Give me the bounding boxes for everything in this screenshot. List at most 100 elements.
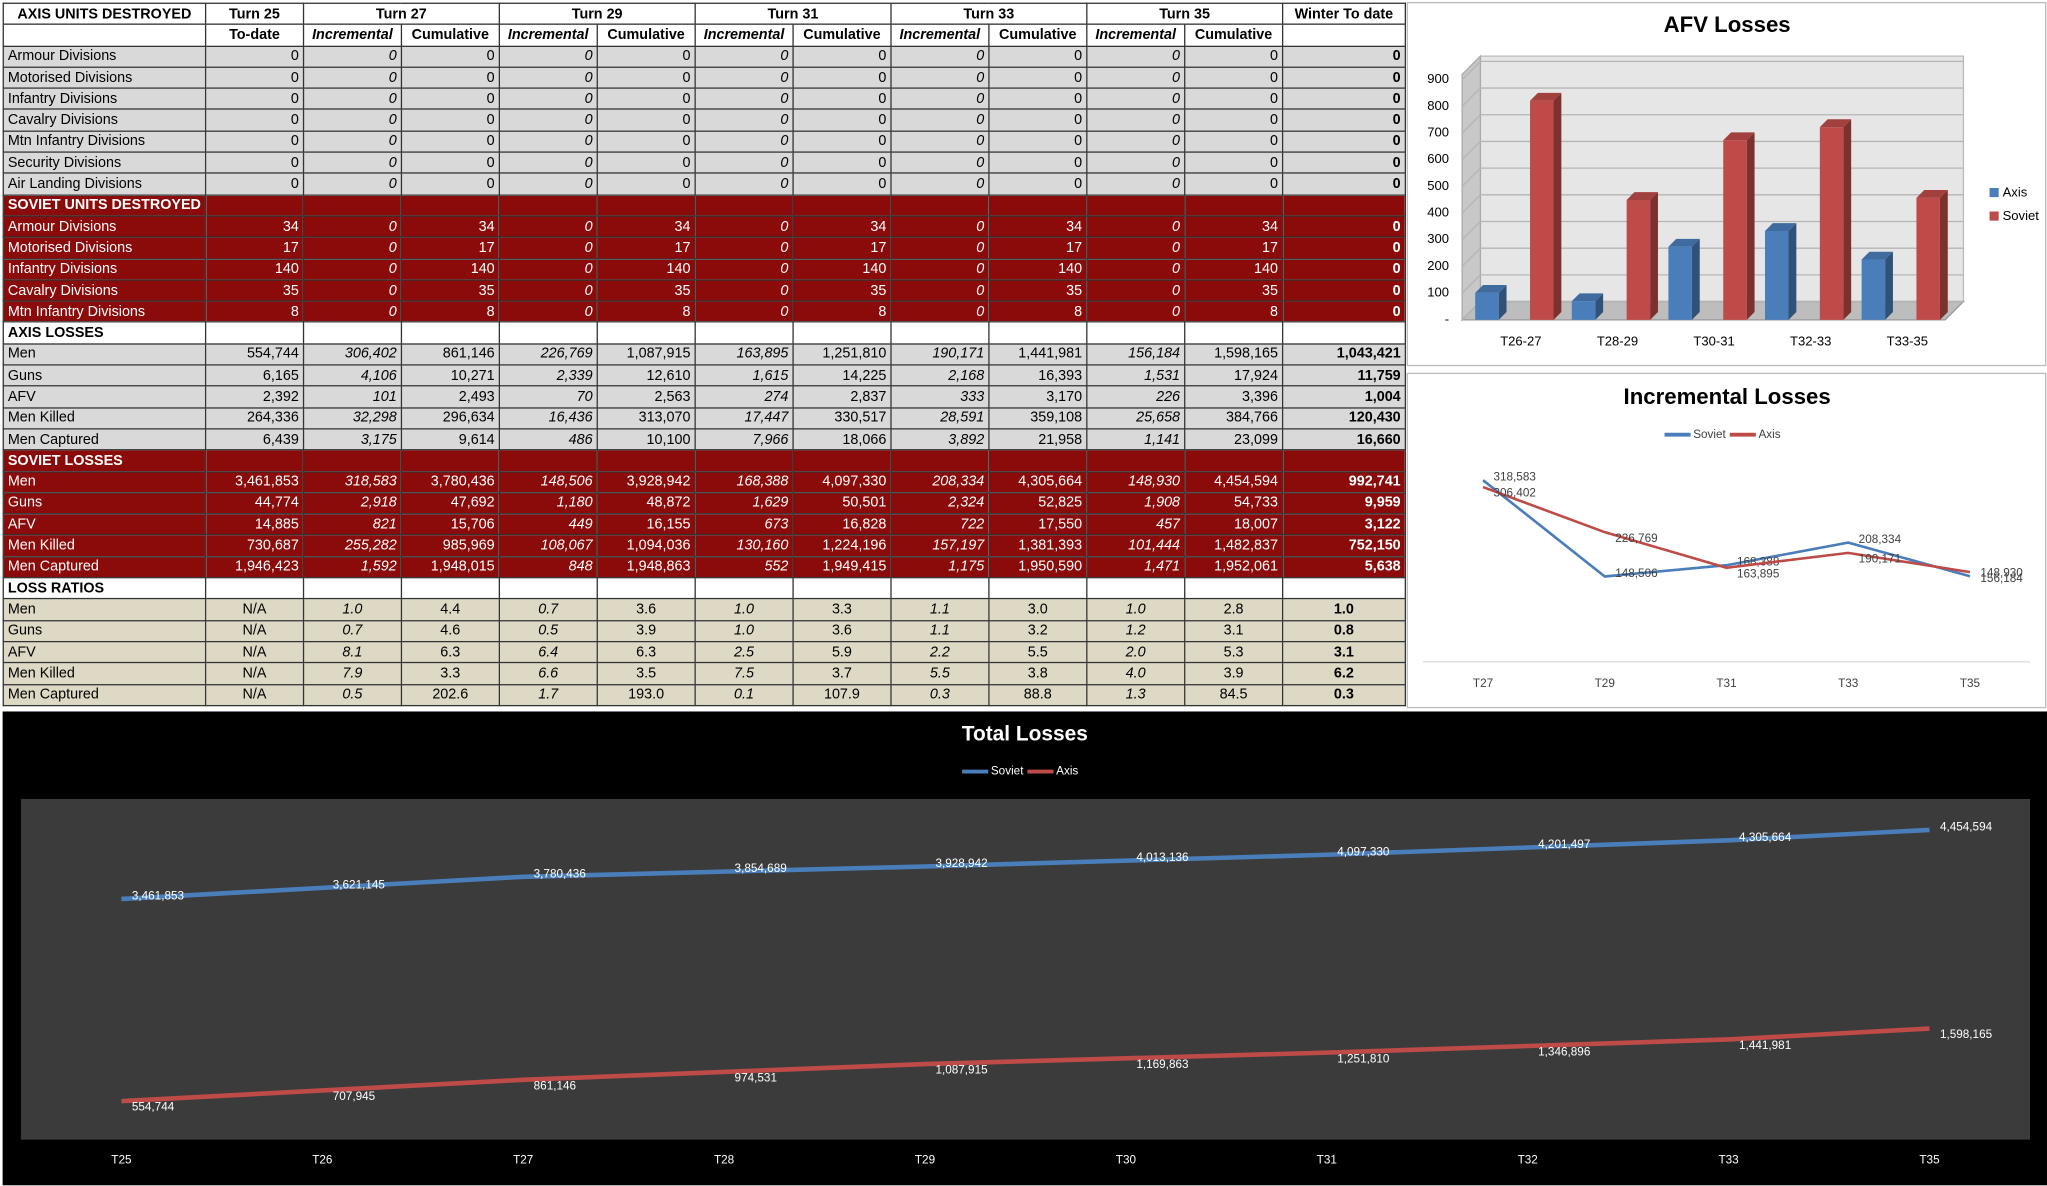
- cell: Cumulative: [400, 23, 500, 47]
- table-row: Armour Divisions 34 0 34 0 34 0 34 0 34 0 34 0: [2, 215, 1406, 238]
- cell: 17: [204, 236, 305, 260]
- cell: 0.3: [1281, 683, 1406, 707]
- table-row: AFV 14,885 821 15,706 449 16,155 673 16,828 722 1…: [2, 513, 1406, 536]
- cell: 0: [1183, 45, 1284, 68]
- cell: 8.1: [302, 640, 402, 664]
- grid-line: [1461, 220, 1964, 241]
- cell: [400, 577, 500, 600]
- cell: [1086, 449, 1186, 472]
- cell: 0: [694, 215, 794, 238]
- cell: 0: [400, 130, 500, 153]
- cell: 34: [792, 215, 892, 238]
- data-label: 190,171: [1859, 553, 1901, 566]
- cell: 0.7: [302, 619, 402, 643]
- cell: 140: [400, 257, 500, 281]
- cell: 0: [694, 108, 794, 132]
- cell: 1,592: [302, 555, 402, 579]
- cell: Cavalry Divisions: [2, 108, 207, 132]
- x-tick-label: T33: [1718, 1154, 1739, 1167]
- cell: Men Captured: [2, 428, 207, 451]
- bar-side: [1746, 132, 1755, 320]
- cell: Armour Divisions: [2, 45, 207, 68]
- data-label: 707,945: [333, 1090, 376, 1103]
- cell: 3.8: [988, 662, 1088, 685]
- cell: 0: [1183, 87, 1284, 111]
- cell: 1,471: [1086, 555, 1186, 579]
- cell: 35: [1183, 279, 1284, 302]
- bar-side: [1885, 251, 1893, 320]
- cell: 140: [1183, 257, 1284, 281]
- cell: Cumulative: [1183, 23, 1284, 47]
- cell: 0: [1086, 300, 1186, 324]
- cell: 0: [1086, 236, 1186, 260]
- cell: [498, 321, 598, 345]
- cell: 17: [596, 236, 696, 260]
- cell: 274: [694, 385, 794, 409]
- cell: 0: [792, 66, 892, 90]
- loss-table: AXIS UNITS DESTROYED Turn 25 Turn 27 Turn 2…: [2, 2, 1406, 707]
- bar-top: [1475, 285, 1507, 293]
- table-body: AXIS UNITS DESTROYED Turn 25 Turn 27 Turn 2…: [2, 2, 1406, 707]
- cell: 1,950,590: [988, 555, 1088, 579]
- legend-swatch: [1989, 187, 1999, 198]
- chart-title: Total Losses: [962, 723, 1088, 746]
- bar-side: [1939, 190, 1948, 320]
- cell: 1,948,863: [596, 555, 696, 579]
- cell: 1.0: [694, 598, 794, 621]
- cell: 0: [302, 215, 402, 238]
- table-row: To-date Incremental Cumulative Incremental C…: [2, 23, 1406, 47]
- cell: N/A: [204, 598, 305, 621]
- legend-label: Soviet: [991, 765, 1024, 778]
- cell: 0: [694, 151, 794, 175]
- x-tick-label: T26-27: [1500, 333, 1541, 348]
- chart-title: AFV Losses: [1664, 12, 1791, 37]
- table-row: AXIS UNITS DESTROYED Turn 25 Turn 27 Turn 2…: [2, 2, 1406, 26]
- cell: 0: [400, 172, 500, 196]
- data-label: 4,097,330: [1337, 845, 1390, 858]
- cell: 50,501: [792, 491, 892, 515]
- cell: [1086, 194, 1186, 217]
- cell: 0: [302, 257, 402, 281]
- cell: 0: [302, 130, 402, 153]
- cell: 23,099: [1183, 428, 1284, 451]
- cell: 0: [1281, 236, 1406, 260]
- cell: [988, 449, 1088, 472]
- cell: 0: [988, 151, 1088, 175]
- cell: Turn 35: [1086, 2, 1284, 26]
- cell: 47,692: [400, 491, 500, 515]
- cell: 16,155: [596, 513, 696, 536]
- cell: 35: [400, 279, 500, 302]
- grid-line: [1461, 194, 1964, 214]
- series-line: [121, 827, 1930, 902]
- cell: Men Captured: [2, 683, 207, 707]
- cell: 17,550: [988, 513, 1088, 536]
- cell: 1,141: [1086, 428, 1186, 451]
- table-row: Motorised Divisions 0 0 0 0 0 0 0 0 0 0 0 0: [2, 66, 1406, 90]
- bar-side: [1650, 192, 1658, 320]
- table-row: Men 3,461,853 318,583 3,780,436 148,506 3,928…: [2, 470, 1406, 494]
- cell: [2, 23, 207, 47]
- cell: 0: [890, 279, 990, 302]
- bar-side: [1595, 293, 1604, 320]
- data-label: 3,461,853: [132, 889, 185, 902]
- cell: 1,949,415: [792, 555, 892, 579]
- cell: 1,251,810: [792, 343, 892, 366]
- cell: 140: [792, 257, 892, 281]
- bar-top: [1723, 132, 1755, 141]
- cell: 163,895: [694, 343, 794, 366]
- cell: 3.9: [596, 619, 696, 643]
- cell: Incremental: [694, 23, 794, 47]
- cell: 120,430: [1281, 406, 1406, 430]
- cell: 0: [890, 45, 990, 68]
- cell: 3.9: [1183, 662, 1284, 685]
- cell: 0: [694, 236, 794, 260]
- cell: 3,175: [302, 428, 402, 451]
- cell: 752,150: [1281, 534, 1406, 558]
- cell: 0: [498, 236, 598, 260]
- data-label: 148,506: [1615, 567, 1658, 580]
- y-tick-label: 100: [1427, 285, 1449, 300]
- cell: 0: [1281, 45, 1406, 68]
- cell: Cumulative: [792, 23, 892, 47]
- cell: 0: [302, 87, 402, 111]
- cell: 821: [302, 513, 402, 536]
